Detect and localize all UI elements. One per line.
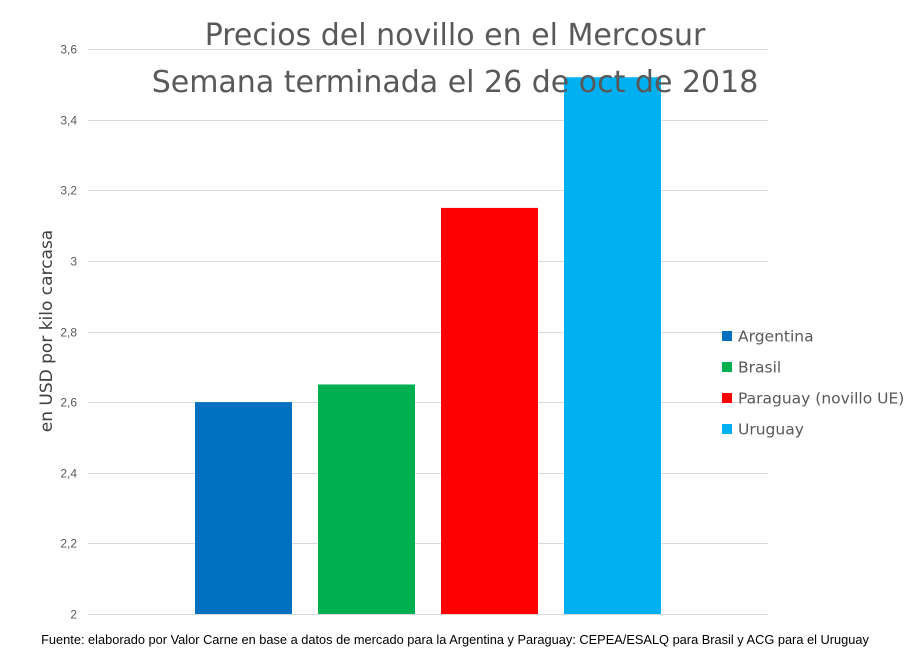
y-axis-ticks: 2 2,2 2,4 2,6 2,8 3 3,2 3,4 3,6 (60, 43, 77, 622)
legend-swatch (722, 424, 732, 434)
legend-swatch (722, 393, 732, 403)
bar-paraguay (441, 207, 538, 614)
gridlines (88, 49, 768, 615)
y-tick-label: 2,4 (60, 467, 77, 481)
y-tick-label: 3,4 (60, 114, 77, 128)
bars (195, 77, 661, 614)
legend-swatch (722, 331, 732, 341)
y-axis-label: en USD por kilo carcasa (37, 230, 57, 432)
y-tick-label: 3,2 (60, 184, 77, 198)
chart-title-line-1: Precios del novillo en el Mercosur (205, 18, 706, 53)
y-tick-label: 2,2 (60, 537, 77, 551)
legend-swatch (722, 362, 732, 372)
y-tick-label: 2 (70, 608, 77, 622)
y-tick-label: 2,8 (60, 326, 77, 340)
y-tick-label: 3,6 (60, 43, 77, 57)
y-tick-label: 3 (70, 255, 77, 269)
legend: Argentina Brasil Paraguay (novillo UE) Urug… (722, 328, 904, 439)
legend-label: Uruguay (738, 421, 804, 439)
y-tick-label: 2,6 (60, 396, 77, 410)
bar-brasil (318, 384, 415, 614)
bar-uruguay (564, 77, 661, 614)
legend-label: Brasil (738, 359, 781, 377)
chart-title-line-2: Semana terminada el 26 de oct de 2018 (152, 65, 759, 100)
legend-label: Paraguay (novillo UE) (738, 390, 904, 408)
legend-label: Argentina (738, 328, 814, 346)
bar-argentina (195, 402, 292, 614)
source-footnote: Fuente: elaborado por Valor Carne en bas… (41, 632, 869, 647)
